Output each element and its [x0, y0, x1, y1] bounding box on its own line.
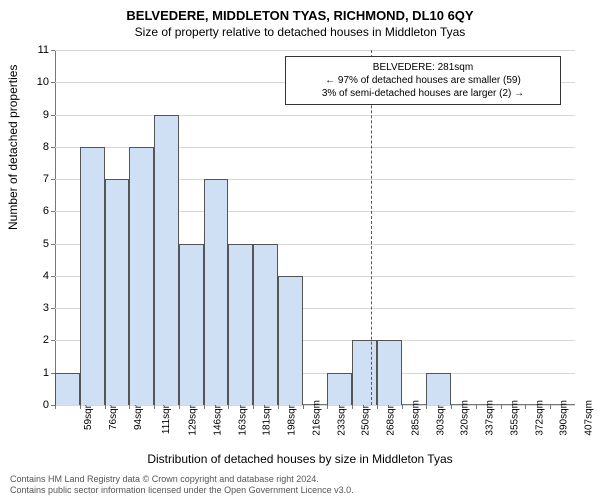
x-tick-mark	[204, 405, 205, 409]
y-tick-mark	[51, 211, 55, 212]
histogram-bar	[228, 244, 253, 405]
x-tick-label: 372sqm	[534, 400, 545, 436]
x-tick-label: 285sqm	[410, 400, 421, 436]
y-tick-label: 11	[29, 44, 49, 56]
histogram-bar	[253, 244, 278, 405]
x-tick-label: 233sqm	[336, 400, 347, 436]
y-tick-mark	[51, 276, 55, 277]
y-axis-line	[55, 50, 56, 405]
x-tick-label: 129sqm	[188, 400, 199, 436]
x-tick-label: 181sqm	[262, 400, 273, 436]
y-tick-label: 10	[29, 76, 49, 88]
histogram-bar	[80, 147, 105, 405]
histogram-bar	[278, 276, 303, 405]
x-tick-mark	[501, 405, 502, 409]
x-tick-mark	[105, 405, 106, 409]
x-tick-label: 303sqm	[435, 400, 446, 436]
x-tick-label: 320sqm	[460, 400, 471, 436]
x-tick-mark	[253, 405, 254, 409]
annotation-line: BELVEDERE: 281sqm	[292, 61, 554, 74]
x-tick-mark	[80, 405, 81, 409]
chart-title-sub: Size of property relative to detached ho…	[0, 23, 600, 39]
histogram-bar	[154, 115, 179, 405]
y-tick-mark	[51, 147, 55, 148]
x-tick-mark	[451, 405, 452, 409]
x-tick-label: 337sqm	[485, 400, 496, 436]
x-tick-mark	[327, 405, 328, 409]
y-axis-label: Number of detached properties	[6, 65, 20, 230]
y-tick-label: 2	[29, 334, 49, 346]
x-tick-mark	[228, 405, 229, 409]
x-tick-label: 407sqm	[584, 400, 595, 436]
plot-surface: 0123456789101159sqm76sqm94sqm111sqm129sq…	[55, 50, 575, 405]
x-tick-label: 216sqm	[311, 400, 322, 436]
x-tick-label: 111sqm	[161, 400, 172, 434]
x-tick-mark	[525, 405, 526, 409]
grid-line	[55, 115, 575, 116]
x-tick-mark	[303, 405, 304, 409]
x-tick-label: 268sqm	[386, 400, 397, 436]
x-tick-label: 355sqm	[510, 400, 521, 436]
chart-plot-area: 0123456789101159sqm76sqm94sqm111sqm129sq…	[55, 50, 575, 405]
histogram-bar	[426, 373, 451, 405]
x-tick-mark	[377, 405, 378, 409]
x-tick-label: 250sqm	[361, 400, 372, 436]
y-tick-mark	[51, 340, 55, 341]
y-tick-label: 4	[29, 270, 49, 282]
y-tick-label: 1	[29, 367, 49, 379]
annotation-line: ← 97% of detached houses are smaller (59…	[292, 74, 554, 87]
x-axis-label: Distribution of detached houses by size …	[0, 452, 600, 466]
x-tick-label: 390sqm	[559, 400, 570, 436]
grid-line	[55, 50, 575, 51]
histogram-bar	[179, 244, 204, 405]
y-tick-mark	[51, 308, 55, 309]
x-tick-label: 146sqm	[212, 400, 223, 436]
histogram-bar	[55, 373, 80, 405]
y-tick-label: 0	[29, 399, 49, 411]
x-tick-label: 163sqm	[237, 400, 248, 436]
y-tick-mark	[51, 244, 55, 245]
footer-attribution: Contains HM Land Registry data © Crown c…	[10, 474, 354, 497]
footer-line-2: Contains public sector information licen…	[10, 485, 354, 496]
x-tick-mark	[550, 405, 551, 409]
histogram-bar	[377, 340, 402, 405]
x-tick-label: 198sqm	[287, 400, 298, 436]
y-tick-label: 6	[29, 205, 49, 217]
histogram-bar	[105, 179, 130, 405]
annotation-callout: BELVEDERE: 281sqm← 97% of detached house…	[285, 56, 561, 105]
x-tick-mark	[426, 405, 427, 409]
x-tick-mark	[402, 405, 403, 409]
chart-title-main: BELVEDERE, MIDDLETON TYAS, RICHMOND, DL1…	[0, 0, 600, 23]
histogram-bar	[129, 147, 154, 405]
y-tick-mark	[51, 50, 55, 51]
x-tick-mark	[278, 405, 279, 409]
annotation-line: 3% of semi-detached houses are larger (2…	[292, 87, 554, 100]
y-tick-label: 5	[29, 238, 49, 250]
footer-line-1: Contains HM Land Registry data © Crown c…	[10, 474, 354, 485]
histogram-bar	[327, 373, 352, 405]
y-tick-label: 9	[29, 109, 49, 121]
x-tick-mark	[129, 405, 130, 409]
histogram-bar	[352, 340, 377, 405]
y-tick-label: 8	[29, 141, 49, 153]
y-tick-label: 7	[29, 173, 49, 185]
x-tick-mark	[55, 405, 56, 409]
histogram-bar	[204, 179, 229, 405]
y-tick-mark	[51, 115, 55, 116]
x-tick-mark	[179, 405, 180, 409]
y-tick-label: 3	[29, 302, 49, 314]
y-tick-mark	[51, 179, 55, 180]
y-tick-mark	[51, 82, 55, 83]
x-tick-mark	[154, 405, 155, 409]
x-tick-mark	[352, 405, 353, 409]
x-tick-mark	[476, 405, 477, 409]
